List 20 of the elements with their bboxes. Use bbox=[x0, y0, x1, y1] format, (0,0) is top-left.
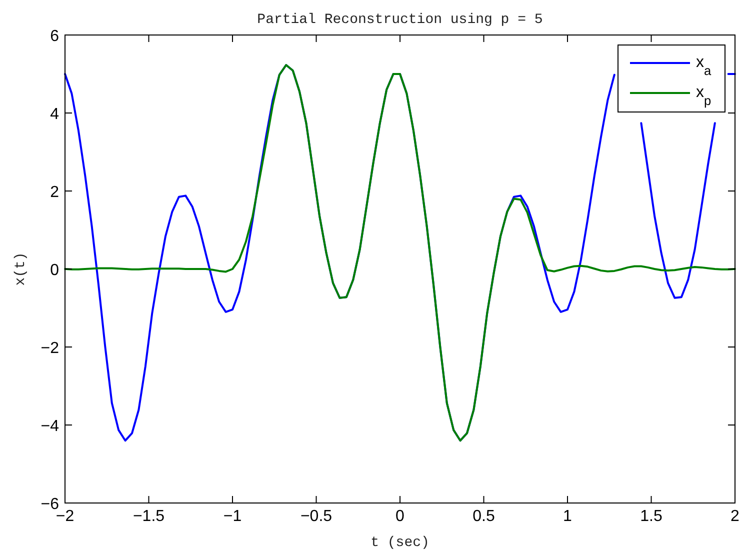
x-tick-label: −1 bbox=[223, 508, 242, 525]
legend-label: x$_{p}$ bbox=[696, 84, 712, 108]
x-tick-label: 2 bbox=[730, 508, 740, 525]
y-tick-label: 2 bbox=[50, 184, 60, 201]
x-axis-title: t (sec) bbox=[370, 535, 430, 551]
x-tick-label: 0.5 bbox=[472, 508, 495, 525]
x-tick-label: −1.5 bbox=[132, 508, 165, 525]
x-tick-label: 0 bbox=[396, 508, 405, 525]
y-tick-label: −2 bbox=[40, 340, 60, 357]
y-tick-label: 0 bbox=[50, 262, 60, 279]
y-tick-label: 4 bbox=[50, 106, 60, 123]
x-tick-label: 1.5 bbox=[640, 508, 662, 525]
y-tick-label: −4 bbox=[40, 418, 60, 435]
y-tick-label: 6 bbox=[50, 28, 60, 45]
y-tick-label: −6 bbox=[40, 496, 60, 513]
x-tick-label: 1 bbox=[563, 508, 572, 525]
chart-title: Partial Reconstruction using p = 5 bbox=[257, 12, 543, 28]
x-tick-label: −0.5 bbox=[300, 508, 332, 525]
legend-label: x$_{a}$ bbox=[696, 54, 712, 78]
y-axis-title: x(t) bbox=[13, 252, 29, 286]
